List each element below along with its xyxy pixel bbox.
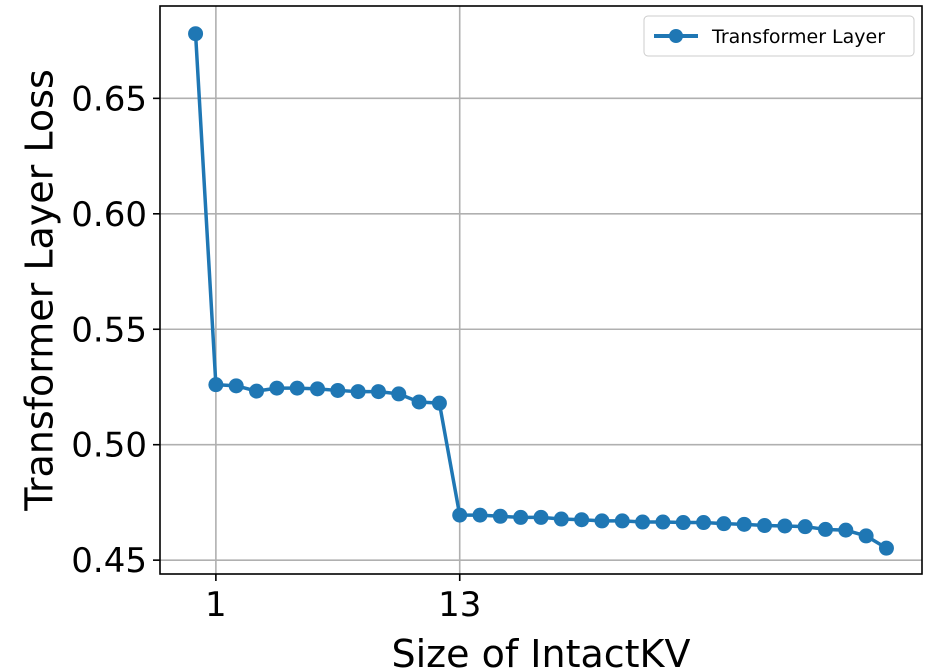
data-point: [574, 512, 590, 528]
legend-box: [643, 15, 915, 57]
legend-label: Transformer Layer: [711, 26, 885, 48]
data-point: [878, 540, 894, 556]
data-point: [452, 507, 468, 523]
data-point: [777, 518, 793, 534]
legend-marker: [669, 29, 683, 43]
data-point: [736, 516, 752, 532]
data-point: [350, 384, 366, 400]
data-point: [594, 513, 610, 529]
grid-lines: [160, 6, 922, 574]
data-point: [513, 509, 529, 525]
data-point: [696, 515, 712, 531]
legend: Transformer Layer: [643, 15, 915, 57]
series-layer: [188, 26, 894, 556]
data-point: [289, 380, 305, 396]
y-tick-label: 0.45: [71, 541, 147, 581]
data-point: [614, 513, 630, 529]
y-tick-label: 0.65: [71, 79, 147, 119]
data-point: [838, 522, 854, 538]
data-point: [492, 508, 508, 524]
data-point: [269, 380, 285, 396]
data-point: [309, 381, 325, 397]
data-point: [553, 511, 569, 527]
data-point: [797, 519, 813, 535]
data-point: [249, 383, 265, 399]
data-point: [370, 384, 386, 400]
data-point: [411, 394, 427, 410]
x-tick-label: 13: [438, 585, 481, 625]
data-point: [533, 509, 549, 525]
x-tick-label: 1: [205, 585, 227, 625]
data-point: [817, 521, 833, 537]
data-point: [330, 382, 346, 398]
series-line: [193, 33, 888, 550]
y-axis-label: Transformer Layer Loss: [18, 69, 62, 511]
data-point: [208, 377, 224, 393]
data-point: [391, 386, 407, 402]
y-tick-label: 0.55: [71, 310, 147, 350]
data-point: [188, 26, 204, 42]
data-point: [858, 528, 874, 544]
data-point: [716, 516, 732, 532]
plot-frame: [159, 5, 923, 575]
y-tick-label: 0.50: [71, 426, 147, 466]
data-point: [228, 378, 244, 394]
data-point: [635, 514, 651, 530]
data-point: [675, 515, 691, 531]
y-tick-label: 0.60: [71, 195, 147, 235]
data-point: [757, 518, 773, 534]
axis-ticks: 0.45 0.50 0.55 0.60 0.65 1 13: [71, 79, 481, 625]
data-point: [472, 507, 488, 523]
data-point: [655, 514, 671, 530]
x-axis-label: Size of IntactKV: [392, 632, 691, 672]
data-point: [431, 395, 447, 411]
